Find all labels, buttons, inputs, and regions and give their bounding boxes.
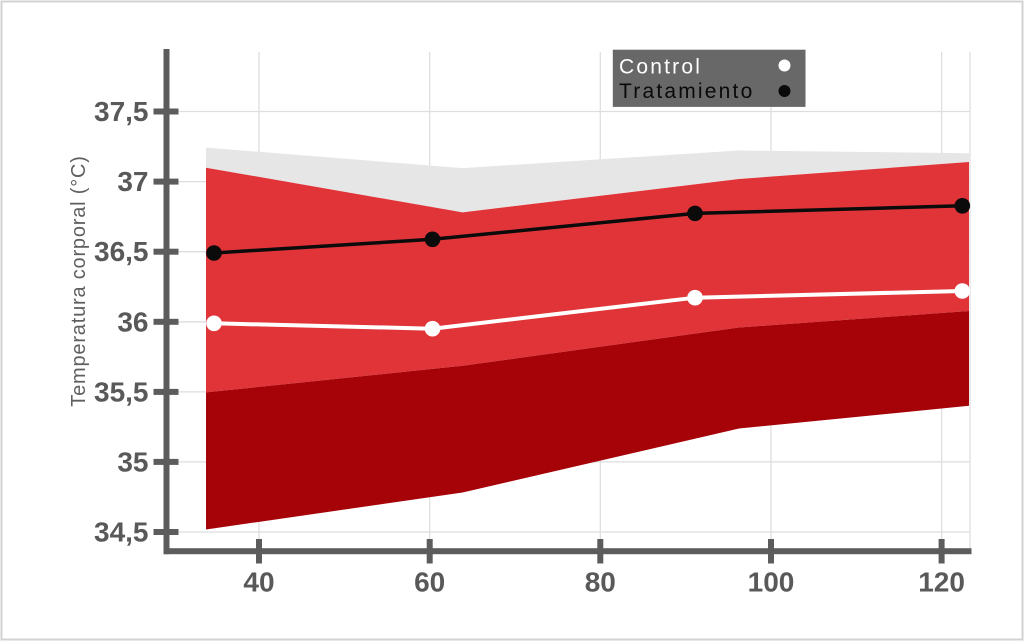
svg-text:80: 80 [585,566,616,597]
svg-text:100: 100 [748,566,795,597]
svg-text:40: 40 [243,566,274,597]
svg-text:37: 37 [117,166,148,197]
svg-text:37,5: 37,5 [94,96,149,127]
svg-text:34,5: 34,5 [94,517,149,548]
svg-text:Control: Control [619,55,702,78]
svg-text:36: 36 [117,306,148,337]
svg-text:120: 120 [918,566,965,597]
svg-text:35,5: 35,5 [94,376,149,407]
svg-text:36,5: 36,5 [94,236,149,267]
svg-text:Tratamiento: Tratamiento [619,80,754,103]
svg-text:Temperatura corporal (°C): Temperatura corporal (°C) [68,155,90,406]
svg-text:60: 60 [414,566,445,597]
svg-text:35: 35 [117,446,148,477]
